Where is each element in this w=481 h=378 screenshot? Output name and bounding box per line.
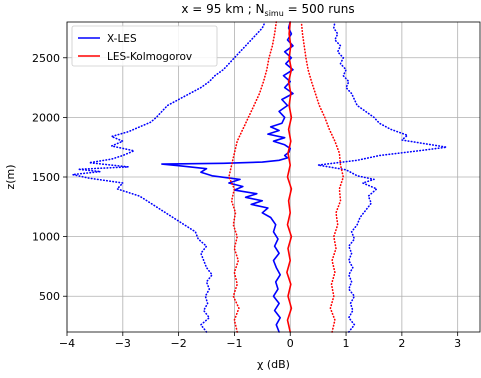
x-axis: −4 −3 −2 −1 0 1 2 3 (59, 332, 461, 350)
series-x-les-upper-bound (317, 21, 448, 333)
x-tick-label: −1 (226, 337, 242, 350)
grid (66, 22, 480, 332)
x-tick-label: −4 (59, 337, 75, 350)
chart-title: x = 95 km ; Nsimu = 500 runs (181, 2, 354, 18)
x-axis-label: χ (dB) (257, 358, 290, 371)
chart-title-suffix: = 500 runs (284, 2, 355, 16)
chart-title-main: x = 95 km ; N (181, 2, 264, 16)
x-tick-label: 2 (398, 337, 405, 350)
y-tick-label: 2000 (32, 111, 60, 124)
y-tick-label: 2500 (32, 52, 60, 65)
y-tick-label: 1500 (32, 171, 60, 184)
x-tick-label: −2 (171, 337, 187, 350)
series-les-kolmogorov (286, 21, 293, 333)
y-axis-label: z(m) (4, 164, 17, 189)
x-tick-label: 1 (343, 337, 350, 350)
series-x-les-lower-bound (71, 21, 266, 333)
legend-label-les-kolmogorov: LES-Kolmogorov (107, 51, 192, 63)
series-les-kolmogorov-lower-bound (228, 21, 278, 333)
series-les-kolmogorov-upper-bound (300, 21, 345, 333)
y-axis: 500 1000 1500 2000 2500 (32, 52, 67, 303)
chart-title-subscript: simu (265, 9, 284, 18)
x-tick-label: −3 (115, 337, 131, 350)
legend-box (71, 25, 218, 67)
y-tick-label: 500 (39, 290, 60, 303)
plot-series (71, 21, 448, 333)
y-tick-label: 1000 (32, 231, 60, 244)
legend-label-x-les: X-LES (107, 33, 137, 45)
x-tick-label: 3 (454, 337, 461, 350)
x-tick-label: 0 (287, 337, 294, 350)
legend: X-LES LES-Kolmogorov (71, 25, 218, 67)
